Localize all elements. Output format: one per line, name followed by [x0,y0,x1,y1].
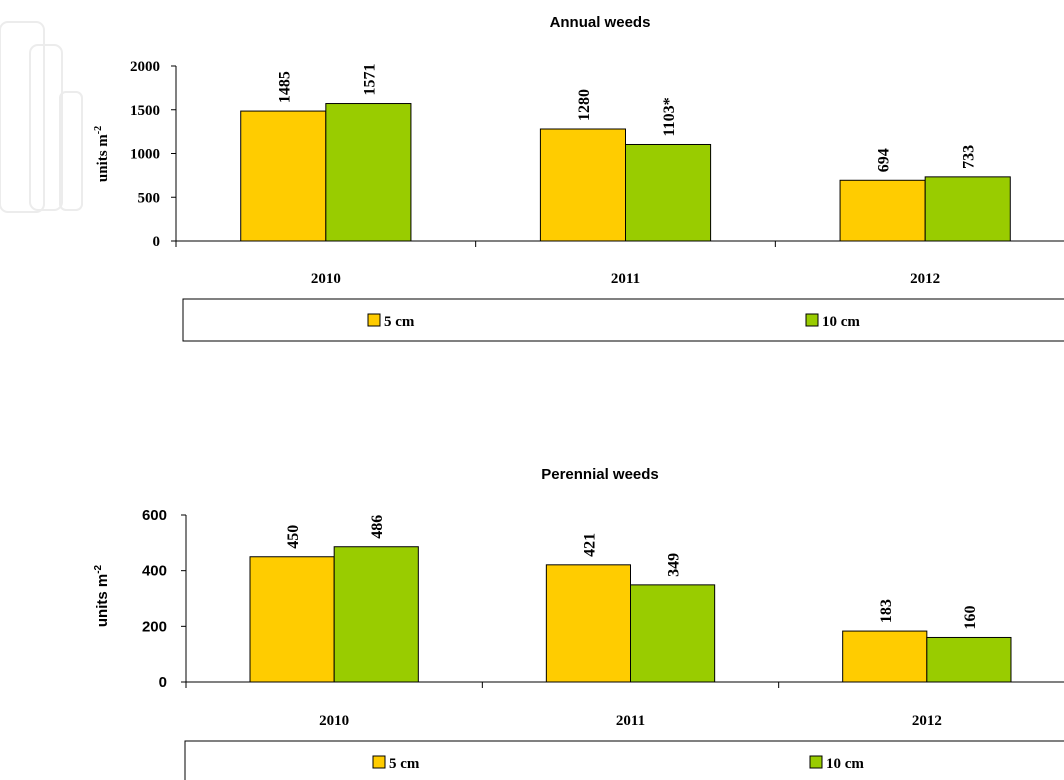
bar [926,636,1012,683]
y-tick-label: 500 [138,190,161,206]
y-tick-label: 200 [142,618,167,635]
bar [545,564,631,683]
bar [625,143,712,242]
axes [181,514,1064,688]
data-label: 733 [961,145,978,169]
legend-label-10cm: 10 cm [822,314,860,330]
data-labels: 450 421 183 486 349 160 [285,515,979,630]
x-category-label: 2010 [319,713,349,729]
data-label: 1103* [661,97,678,136]
bar [924,176,1011,242]
y-tick-label: 1500 [130,103,160,119]
legend-swatch-5cm [367,313,381,327]
legend-label-5cm: 5 cm [389,756,420,772]
y-tick-label: 600 [142,507,167,524]
bars [249,546,1012,683]
data-label: 160 [962,605,979,629]
y-axis-ticks: 0 500 1000 1500 2000 [130,59,160,250]
legend-box [184,740,1064,780]
data-label: 349 [666,553,683,577]
x-category-label: 2012 [910,271,940,287]
legend: 5 cm 10 cm [184,740,1064,780]
bar [839,179,926,242]
legend: 5 cm 10 cm [182,298,1064,342]
x-category-label: 2011 [611,271,640,287]
x-category-label: 2011 [616,713,645,729]
y-tick-label: 2000 [130,59,160,75]
legend-swatch-10cm [805,313,819,327]
watermark [0,21,83,213]
data-label: 1280 [576,89,593,121]
y-tick-label: 400 [142,563,167,580]
bar [842,630,928,683]
data-label: 421 [581,533,598,557]
data-label: 486 [369,515,386,539]
x-axis-categories: 2010 2011 2012 [319,713,942,729]
x-category-label: 2012 [912,713,942,729]
y-tick-label: 0 [153,234,161,250]
bars [240,103,1011,242]
bar [325,103,412,242]
x-axis-categories: 2010 2011 2012 [311,271,940,287]
data-label: 1571 [361,64,378,96]
bar [539,128,626,242]
data-label: 1485 [276,71,293,103]
legend-swatch-5cm [372,755,386,769]
chart-perennial-weeds: Perennial weeds units m-2 0 200 400 600 450… [93,466,1064,780]
y-axis-label: units m-2 [93,564,111,627]
bar [333,546,419,683]
x-category-label: 2010 [311,271,341,287]
legend-label-10cm: 10 cm [826,756,864,772]
axes [171,65,1064,247]
legend-swatch-10cm [809,755,823,769]
chart-title: Perennial weeds [541,466,659,483]
y-tick-label: 1000 [130,147,160,163]
data-label: 183 [878,599,895,623]
legend-box [182,298,1064,342]
chart-title: Annual weeds [550,14,651,31]
bar [240,110,327,242]
data-label: 450 [285,525,302,549]
y-axis-ticks: 0 200 400 600 [142,507,167,691]
bar [630,584,716,683]
legend-label-5cm: 5 cm [384,314,415,330]
y-tick-label: 0 [159,674,167,691]
bar [249,556,335,683]
data-label: 694 [876,148,893,172]
chart-annual-weeds: Annual weeds units m-2 0500100015002000 … [93,14,1064,342]
y-axis-label: units m-2 [93,126,111,182]
data-labels: 1485 1280 694 1571 1103* 733 [276,64,977,173]
